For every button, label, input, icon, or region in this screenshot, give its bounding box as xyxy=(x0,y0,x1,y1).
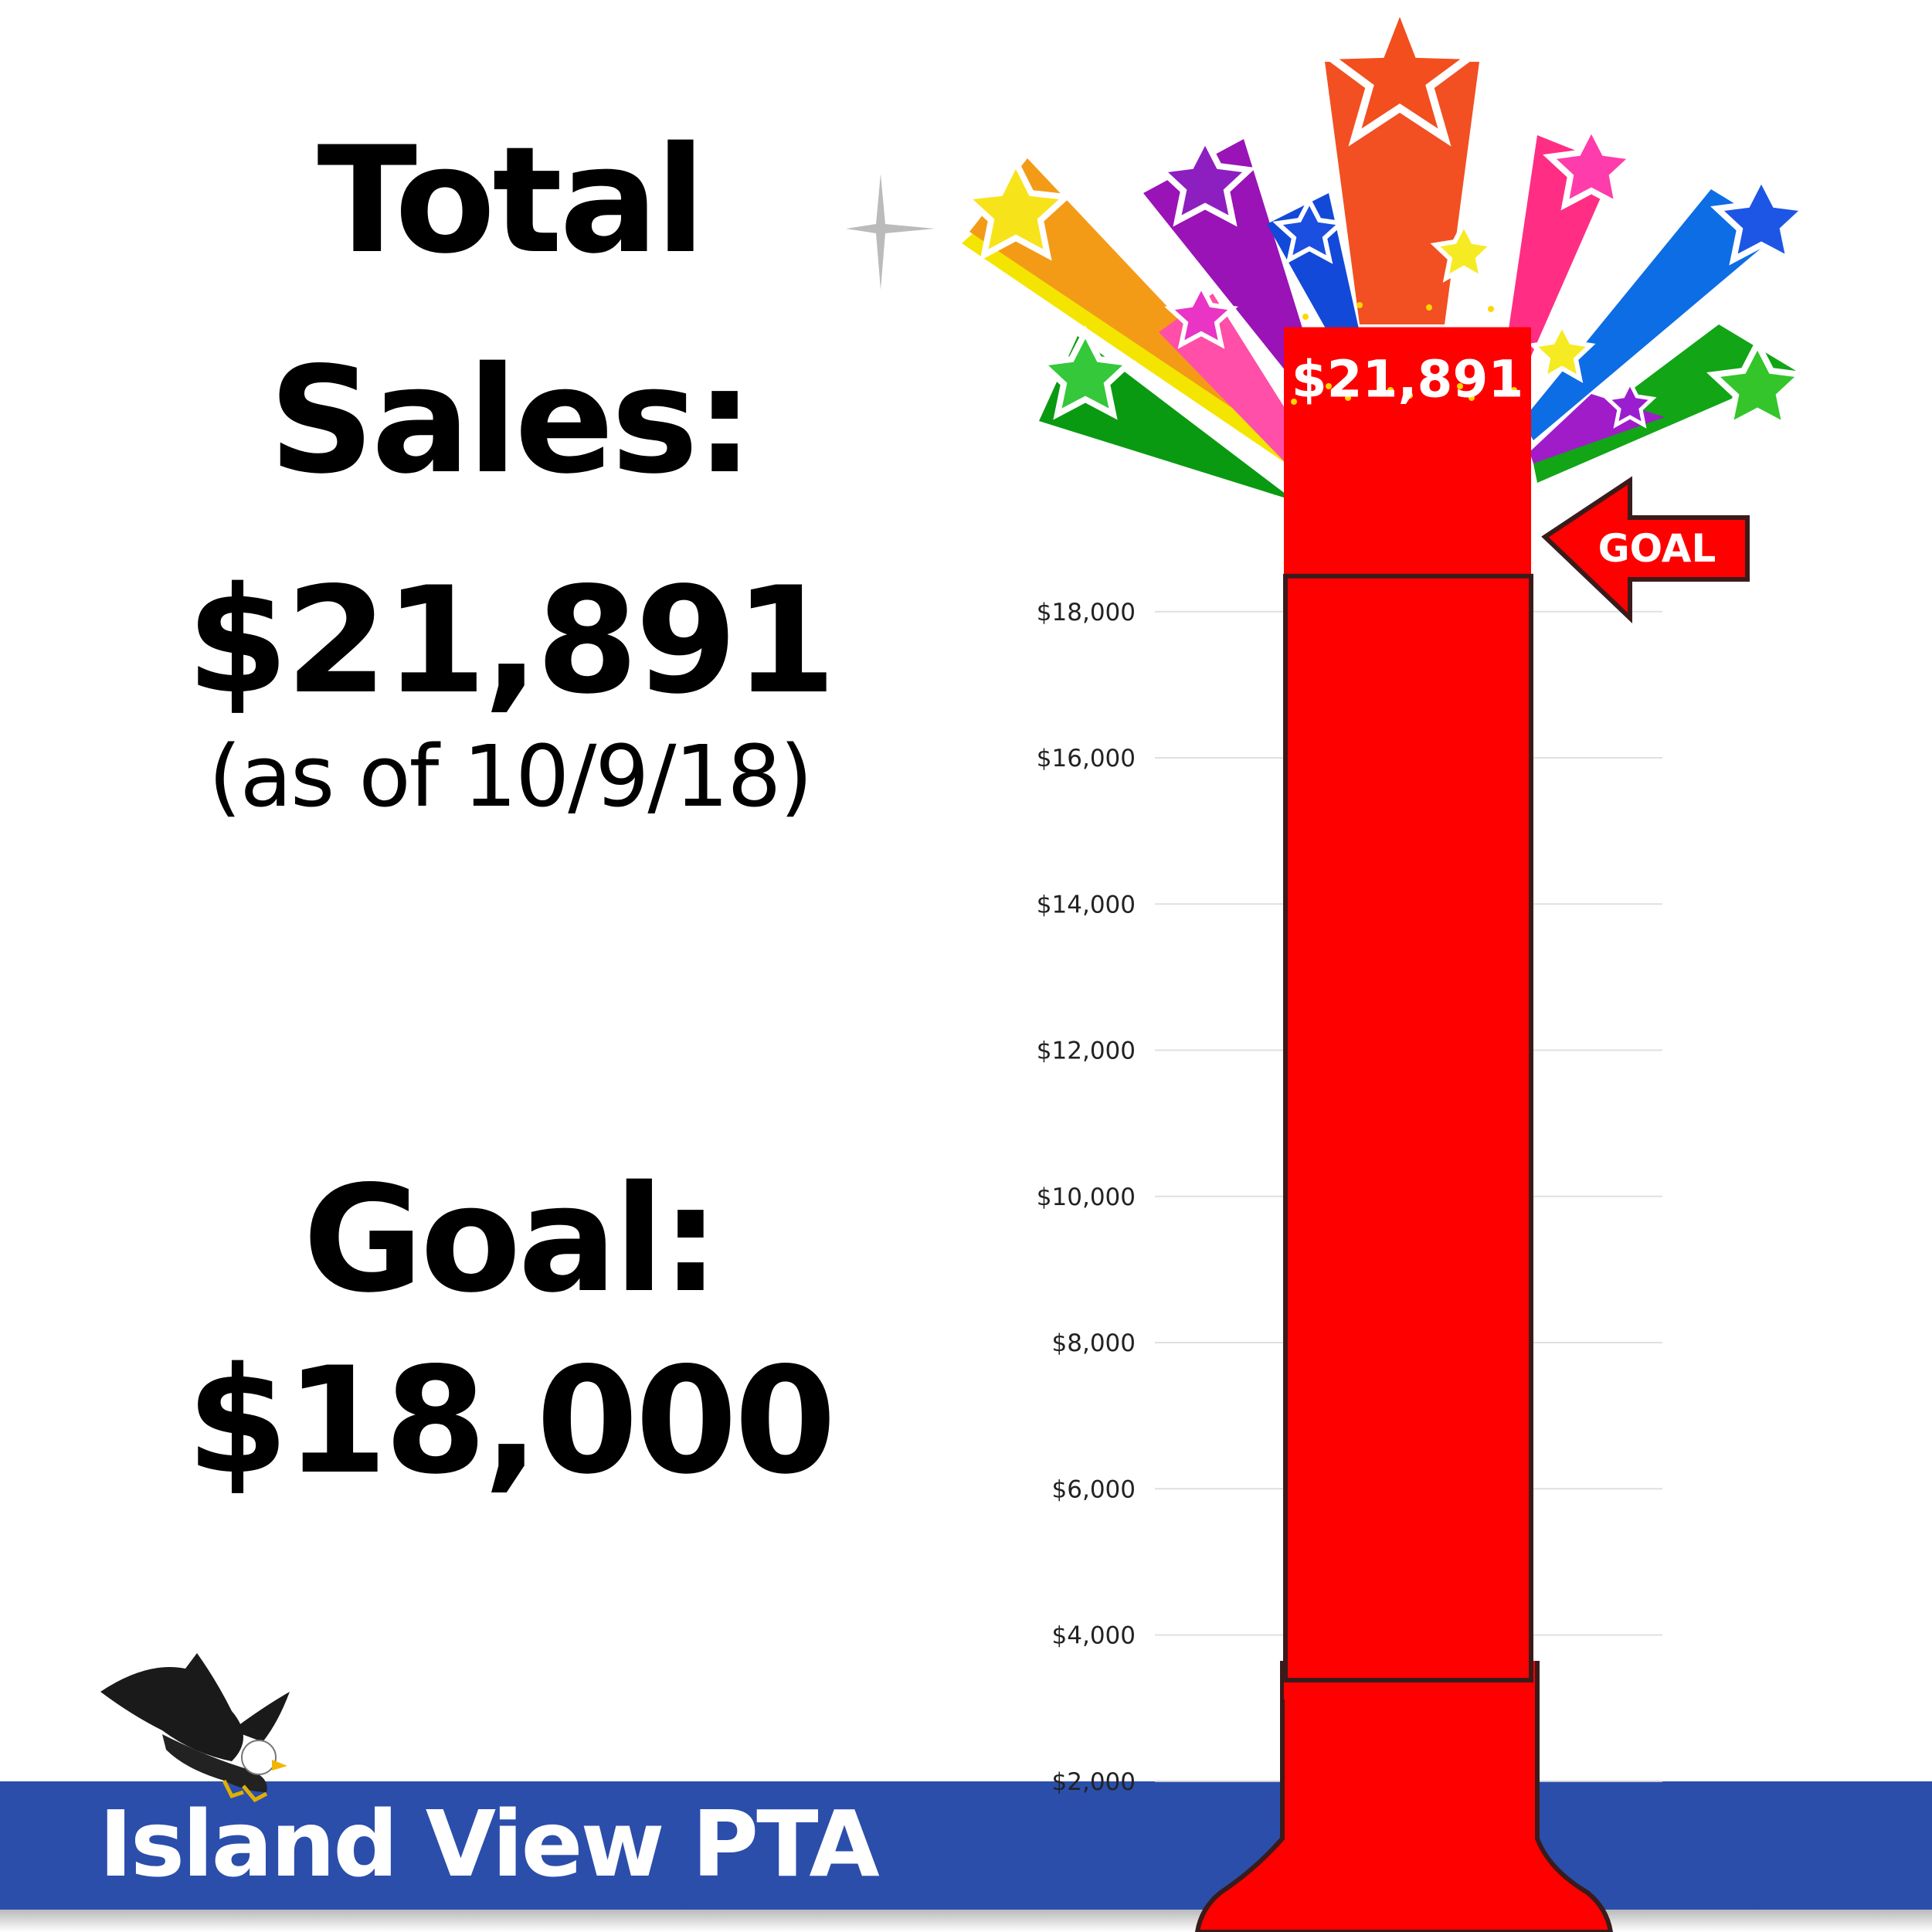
y-tick-label: $6,000 xyxy=(1052,1475,1136,1503)
thermometer-outline xyxy=(1197,1661,1611,1932)
y-tick-label: $14,000 xyxy=(1037,891,1136,918)
eagle-beak-icon xyxy=(272,1760,287,1771)
y-tick-label: $2,000 xyxy=(1052,1768,1136,1796)
goal-arrow-label: GOAL xyxy=(1598,526,1716,571)
bar-total-sales xyxy=(1284,328,1531,1699)
y-tick-label: $18,000 xyxy=(1037,599,1136,626)
y-tick-label: $4,000 xyxy=(1052,1622,1136,1650)
y-tick-labels: $2,000 $4,000 $6,000 $8,000 $10,000 $12,000 $1… xyxy=(1037,599,1136,1796)
eagle-head-icon xyxy=(242,1740,276,1774)
y-tick-label: $8,000 xyxy=(1052,1329,1136,1357)
y-tick-label: $12,000 xyxy=(1037,1037,1136,1065)
sparkle-icon xyxy=(846,174,935,290)
eagle-logo xyxy=(100,1653,290,1800)
bar-value-label: $21,891 xyxy=(1292,350,1524,409)
y-tick-label: $10,000 xyxy=(1037,1183,1136,1211)
y-tick-label: $16,000 xyxy=(1037,745,1136,772)
goal-arrow: GOAL xyxy=(1545,480,1747,618)
